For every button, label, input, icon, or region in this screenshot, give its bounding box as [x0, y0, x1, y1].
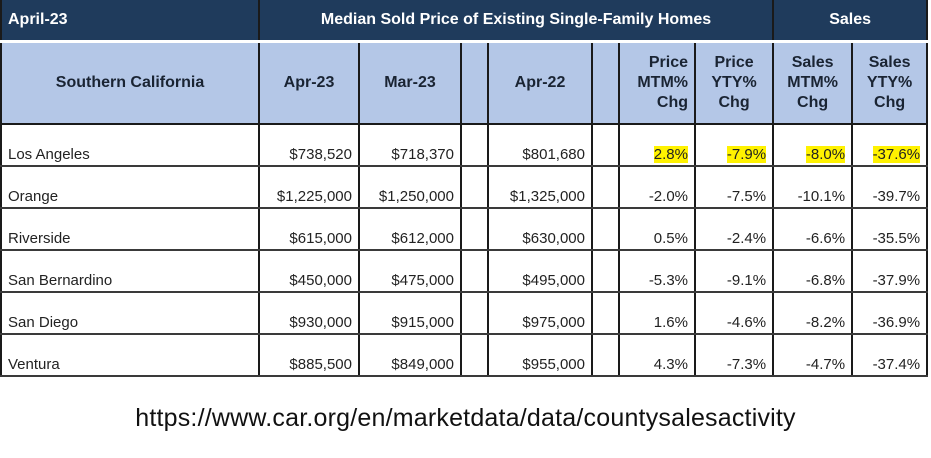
header-sales-mtm: Sales MTM% Chg — [772, 41, 854, 125]
table-row: Ventura $885,500 $849,000 $955,000 4.3% … — [0, 334, 929, 377]
highlighted-value: -7.9% — [726, 146, 767, 163]
spacer-cell — [591, 208, 620, 251]
cell-price-yty: -4.6% — [693, 292, 775, 335]
cell-apr23: $1,225,000 — [258, 166, 360, 209]
cell-apr23: $450,000 — [258, 250, 360, 293]
header-spacer — [591, 41, 620, 125]
cell-mar23: $612,000 — [358, 208, 462, 251]
cell-sales-yty: -37.6% — [851, 124, 929, 167]
cell-price-yty: -7.3% — [693, 334, 775, 377]
cell-sales-mtm: -8.0% — [772, 124, 854, 167]
table-row: Los Angeles $738,520 $718,370 $801,680 2… — [0, 124, 929, 167]
spacer-cell — [591, 250, 620, 293]
spacer-cell — [591, 292, 620, 335]
cell-sales-yty: -39.7% — [851, 166, 929, 209]
highlighted-value: 2.8% — [653, 146, 688, 163]
cell-price-mtm: 1.6% — [618, 292, 696, 335]
cell-price-yty: -9.1% — [693, 250, 775, 293]
cell-apr23: $615,000 — [258, 208, 360, 251]
cell-sales-mtm: -6.8% — [772, 250, 854, 293]
cell-mar23: $849,000 — [358, 334, 462, 377]
table-title: Median Sold Price of Existing Single-Fam… — [257, 0, 775, 43]
county-name: Los Angeles — [0, 124, 260, 167]
header-spacer — [460, 41, 489, 125]
cell-sales-yty: -35.5% — [851, 208, 929, 251]
spacer-cell — [460, 334, 489, 377]
cell-apr22: $955,000 — [487, 334, 593, 377]
cell-sales-mtm: -10.1% — [772, 166, 854, 209]
header-apr22: Apr-22 — [487, 41, 593, 125]
cell-apr22: $495,000 — [487, 250, 593, 293]
county-name: San Diego — [0, 292, 260, 335]
cell-sales-yty: -37.9% — [851, 250, 929, 293]
table-row: Riverside $615,000 $612,000 $630,000 0.5… — [0, 208, 929, 251]
cell-sales-yty: -36.9% — [851, 292, 929, 335]
cell-price-mtm: -2.0% — [618, 166, 696, 209]
cell-sales-yty: -37.4% — [851, 334, 929, 377]
county-name: Orange — [0, 166, 260, 209]
header-price-yty: Price YTY% Chg — [693, 41, 775, 125]
spacer-cell — [460, 292, 489, 335]
report-date: April-23 — [0, 0, 260, 43]
cell-apr22: $801,680 — [487, 124, 593, 167]
cell-apr22: $630,000 — [487, 208, 593, 251]
cell-mar23: $1,250,000 — [358, 166, 462, 209]
column-header-row: Southern California Apr-23 Mar-23 Apr-22… — [0, 41, 929, 125]
table-row: San Bernardino $450,000 $475,000 $495,00… — [0, 250, 929, 293]
sales-group-title: Sales — [772, 0, 929, 43]
cell-mar23: $475,000 — [358, 250, 462, 293]
spacer-cell — [591, 124, 620, 167]
spacer-cell — [591, 334, 620, 377]
highlighted-value: -8.0% — [805, 146, 846, 163]
table-row: San Diego $930,000 $915,000 $975,000 1.6… — [0, 292, 929, 335]
cell-sales-mtm: -6.6% — [772, 208, 854, 251]
cell-apr23: $930,000 — [258, 292, 360, 335]
county-name: Ventura — [0, 334, 260, 377]
spacer-cell — [460, 124, 489, 167]
source-url[interactable]: https://www.car.org/en/marketdata/data/c… — [135, 404, 796, 432]
highlighted-value: -37.6% — [872, 146, 921, 163]
spacer-cell — [460, 250, 489, 293]
cell-apr23: $885,500 — [258, 334, 360, 377]
cell-sales-mtm: -8.2% — [772, 292, 854, 335]
spacer-cell — [591, 166, 620, 209]
cell-apr23: $738,520 — [258, 124, 360, 167]
cell-apr22: $975,000 — [487, 292, 593, 335]
sales-table: April-23 Median Sold Price of Existing S… — [0, 0, 929, 377]
cell-apr22: $1,325,000 — [487, 166, 593, 209]
title-band: April-23 Median Sold Price of Existing S… — [0, 0, 929, 43]
cell-sales-mtm: -4.7% — [772, 334, 854, 377]
cell-mar23: $718,370 — [358, 124, 462, 167]
cell-price-mtm: 0.5% — [618, 208, 696, 251]
county-name: Riverside — [0, 208, 260, 251]
header-apr23: Apr-23 — [258, 41, 360, 125]
cell-price-mtm: 2.8% — [618, 124, 696, 167]
cell-price-mtm: -5.3% — [618, 250, 696, 293]
spacer-cell — [460, 208, 489, 251]
header-price-mtm: Price MTM% Chg — [618, 41, 696, 125]
cell-price-mtm: 4.3% — [618, 334, 696, 377]
county-name: San Bernardino — [0, 250, 260, 293]
spacer-cell — [460, 166, 489, 209]
header-sales-yty: Sales YTY% Chg — [851, 41, 929, 125]
header-mar23: Mar-23 — [358, 41, 462, 125]
header-region: Southern California — [0, 41, 260, 125]
cell-price-yty: -7.5% — [693, 166, 775, 209]
table-row: Orange $1,225,000 $1,250,000 $1,325,000 … — [0, 166, 929, 209]
cell-price-yty: -2.4% — [693, 208, 775, 251]
cell-price-yty: -7.9% — [693, 124, 775, 167]
cell-mar23: $915,000 — [358, 292, 462, 335]
